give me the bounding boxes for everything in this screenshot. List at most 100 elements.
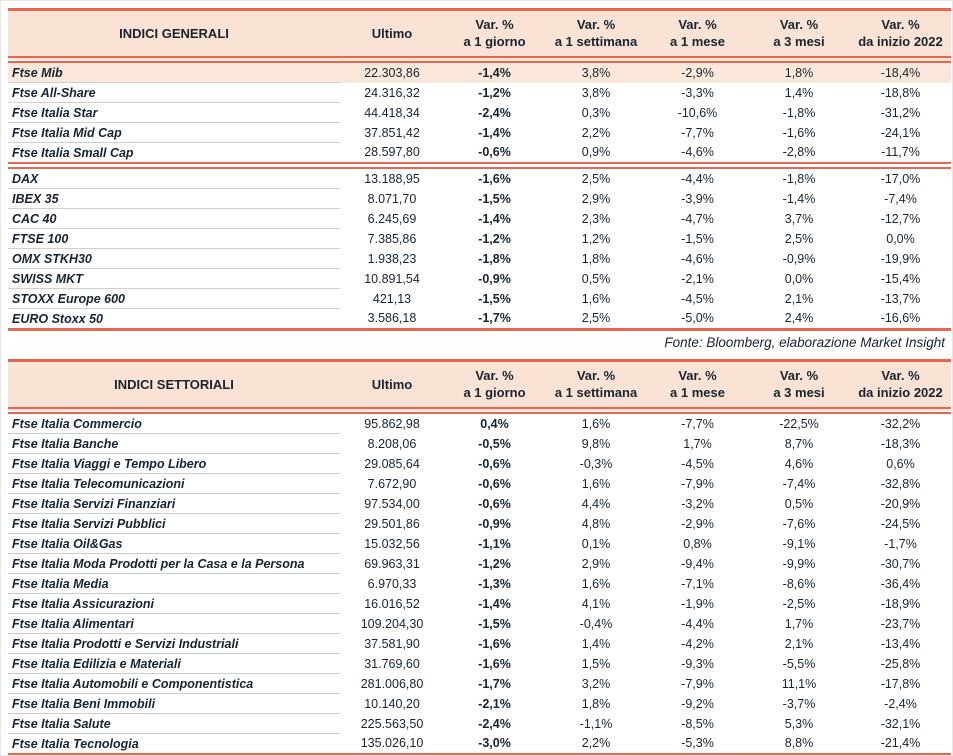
index-name-cell: DAX	[8, 165, 340, 189]
var-inizio-2022-cell: -32,2%	[880, 416, 921, 431]
table-row: EURO Stoxx 50 3.586,18 -1,7% 2,5% -5,0% 2,4% -…	[8, 308, 951, 331]
var-inizio-2022-cell: -18,9%	[880, 596, 921, 611]
var-3-mesi-cell: -1,6%	[782, 125, 816, 140]
var-1-giorno-cell: -3,0%	[444, 733, 545, 755]
ultimo-cell: 15.032,56	[364, 536, 420, 551]
var-1-mese-cell: -4,4%	[681, 616, 714, 631]
var-1-settimana-cell: 1,8%	[581, 251, 611, 266]
index-name-cell: Ftse Italia Servizi Pubblici	[8, 513, 340, 534]
table-row: Ftse Mib 22.303,86 -1,4% 3,8% -2,9% 1,8% -18,4…	[8, 59, 951, 83]
var-1-settimana-cell: 2,2%	[545, 733, 647, 755]
var-1-mese-cell: -4,2%	[681, 636, 714, 651]
table-row: Ftse Italia Commercio 95.862,98 0,4% 1,6% -7…	[8, 410, 951, 434]
var-1-giorno-cell: -1,4%	[444, 59, 545, 83]
ultimo-cell: 97.534,00	[364, 496, 420, 511]
var-inizio-2022-cell: -19,9%	[880, 251, 921, 266]
table-row: Ftse Italia Mid Cap 37.851,42 -1,4% 2,2% -7,…	[8, 122, 951, 143]
column-header-l1: Var. %	[779, 17, 819, 32]
ultimo-cell: 37.581,90	[364, 636, 420, 651]
var-3-mesi-cell: -3,7%	[782, 696, 816, 711]
var-1-giorno-cell: -1,5%	[478, 191, 511, 206]
var-3-mesi-cell: 0,0%	[784, 271, 814, 286]
var-1-giorno-cell: -2,4%	[478, 716, 511, 731]
ultimo-cell: 225.563,50	[360, 716, 424, 731]
ultimo-cell: 3.586,18	[340, 308, 444, 331]
var-1-mese-cell: -7,7%	[681, 125, 714, 140]
ultimo-cell: 44.418,34	[364, 105, 420, 120]
ultimo-cell: 421,13	[372, 291, 412, 306]
ultimo-cell: 22.303,86	[340, 59, 444, 83]
column-header-l2: a 3 mesi	[773, 34, 825, 49]
indici-generali-table: INDICI GENERALI Ultimo Var. % a 1 giorno Var…	[8, 8, 951, 331]
var-inizio-2022-cell: -24,5%	[880, 516, 921, 531]
var-inizio-2022-cell: -23,7%	[880, 616, 921, 631]
column-header-var-1-settimana: Var. % a 1 settimana	[545, 359, 647, 414]
column-header-l1: Var. %	[881, 17, 920, 32]
var-3-mesi-cell: -1,8%	[782, 171, 816, 186]
index-name-cell: Ftse Italia Servizi Finanziari	[8, 493, 340, 514]
var-3-mesi-cell: -7,4%	[782, 476, 816, 491]
var-1-mese-cell: -4,6%	[681, 251, 714, 266]
index-name-cell: Ftse Italia Assicurazioni	[8, 593, 340, 614]
ultimo-cell: 10.891,54	[364, 271, 420, 286]
column-header-var-1-giorno: Var. % a 1 giorno	[444, 8, 545, 63]
var-1-settimana-cell: -0,3%	[579, 456, 613, 471]
var-1-mese-cell: -4,5%	[681, 456, 714, 471]
var-inizio-2022-cell: -1,7%	[884, 536, 917, 551]
var-1-mese-cell: -4,5%	[681, 291, 714, 306]
var-1-settimana-cell: 1,6%	[581, 476, 611, 491]
table-title: INDICI SETTORIALI	[8, 359, 340, 414]
table-row: Ftse Italia Automobili e Componentistica…	[8, 673, 951, 694]
index-name-cell: CAC 40	[8, 208, 340, 229]
column-header-ultimo: Ultimo	[340, 359, 444, 414]
table-row: Ftse Italia Telecomunicazioni 7.672,90 -0,…	[8, 473, 951, 494]
var-inizio-2022-cell: -18,3%	[880, 436, 921, 451]
column-header-l1: Var. %	[576, 368, 616, 383]
var-inizio-2022-cell: -2,4%	[884, 696, 917, 711]
column-header-var-inizio-2022: Var. % da inizio 2022	[850, 8, 951, 63]
var-inizio-2022-cell: -36,4%	[880, 576, 921, 591]
column-header-var-1-mese: Var. % a 1 mese	[647, 359, 748, 414]
column-header-l2: da inizio 2022	[858, 34, 943, 49]
table-title: INDICI GENERALI	[8, 8, 340, 63]
table-row: Ftse Italia Servizi Finanziari 97.534,00 -…	[8, 493, 951, 514]
var-3-mesi-cell: -1,4%	[782, 191, 816, 206]
ultimo-cell: 29.085,64	[364, 456, 420, 471]
var-3-mesi-cell: -2,8%	[748, 142, 850, 169]
var-1-settimana-cell: 1,6%	[581, 576, 611, 591]
var-3-mesi-cell: -7,6%	[782, 516, 816, 531]
var-3-mesi-cell: 2,4%	[748, 308, 850, 331]
var-1-settimana-cell: 3,2%	[581, 676, 611, 691]
var-3-mesi-cell: -9,1%	[782, 536, 816, 551]
column-header-l2: a 1 settimana	[554, 385, 638, 400]
var-inizio-2022-cell: -11,7%	[850, 142, 951, 169]
var-inizio-2022-cell: -21,4%	[850, 733, 951, 755]
ultimo-cell: 69.963,31	[364, 556, 420, 571]
ultimo-cell: 281.006,80	[360, 676, 424, 691]
var-3-mesi-cell: 8,7%	[784, 436, 814, 451]
table-row: Ftse Italia Alimentari 109.204,30 -1,5% -0,…	[8, 613, 951, 634]
var-1-settimana-cell: 1,6%	[581, 416, 611, 431]
table-row: DAX 13.188,95 -1,6% 2,5% -4,4% -1,8% -17,0%	[8, 165, 951, 189]
var-1-settimana-cell: 2,9%	[581, 191, 611, 206]
column-header-l1: Var. %	[881, 368, 920, 383]
column-header-l2: a 3 mesi	[773, 385, 825, 400]
table-header: INDICI SETTORIALI Ultimo Var. % a 1 giorno V…	[8, 359, 951, 414]
column-header-l1: Var. %	[576, 17, 616, 32]
table-row: CAC 40 6.245,69 -1,4% 2,3% -4,7% 3,7% -12,7%	[8, 208, 951, 229]
table-row: OMX STKH30 1.938,23 -1,8% 1,8% -4,6% -0,9% -19…	[8, 248, 951, 269]
var-inizio-2022-cell: -7,4%	[884, 191, 917, 206]
column-header-l2: a 1 mese	[670, 385, 725, 400]
var-1-mese-cell: -2,9%	[647, 59, 748, 83]
var-inizio-2022-cell: -13,4%	[880, 636, 921, 651]
ultimo-cell: 13.188,95	[364, 171, 420, 186]
var-1-giorno-cell: -1,6%	[478, 636, 511, 651]
var-1-giorno-cell: -1,5%	[478, 616, 511, 631]
table-row: Ftse Italia Edilizia e Materiali 31.769,6…	[8, 653, 951, 674]
index-name-cell: Ftse Mib	[8, 59, 340, 83]
ultimo-cell: 109.204,30	[360, 616, 424, 631]
index-name-cell: Ftse Italia Tecnologia	[8, 733, 340, 755]
column-header-l1: Var. %	[678, 368, 717, 383]
ultimo-cell: 31.769,60	[364, 656, 420, 671]
